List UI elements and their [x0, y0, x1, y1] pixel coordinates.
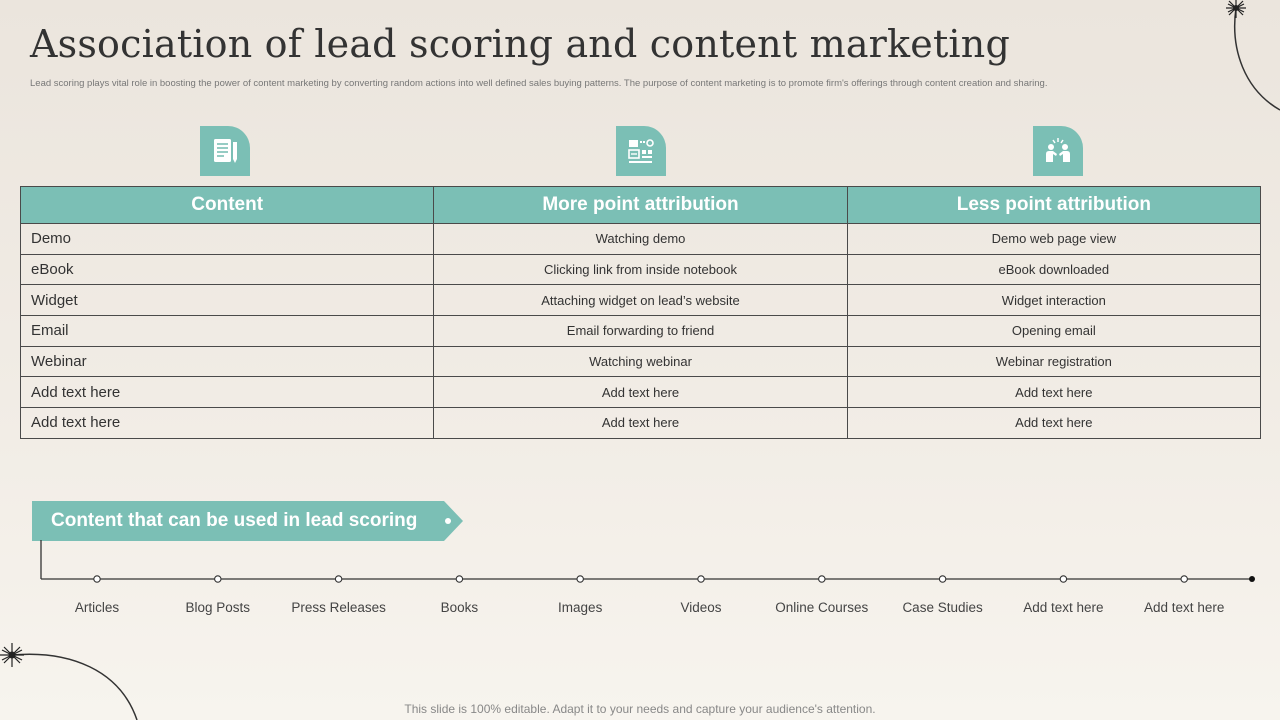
header-content: Content [19, 186, 435, 224]
cell-less-point: Widget interaction [846, 284, 1262, 317]
timeline-dot [818, 575, 826, 583]
timeline-item: Books [440, 600, 479, 615]
cell-more-point: Email forwarding to friend [433, 315, 848, 347]
header-less-point-attribution: Less point attribution [846, 186, 1262, 224]
table-header-row: Content More point attribution Less poin… [19, 186, 1262, 224]
document-pen-icon [200, 126, 250, 176]
page-title: Association of lead scoring and content … [30, 22, 1010, 66]
footer-note: This slide is 100% editable. Adapt it to… [404, 702, 876, 716]
timeline-labels: Articles Blog Posts Press Releases Books… [0, 600, 1280, 620]
timeline-item: Articles [74, 600, 120, 615]
cell-content: Email [19, 315, 435, 347]
timeline-item: Blog Posts [185, 600, 251, 615]
cell-less-point: Demo web page view [846, 223, 1262, 255]
page-subtitle: Lead scoring plays vital role in boostin… [30, 78, 1048, 89]
table-row: Add text here Add text here Add text her… [19, 407, 1262, 439]
timeline-dot [1059, 575, 1068, 583]
table-row: Webinar Watching webinar Webinar registr… [19, 345, 1262, 378]
content-timeline [40, 540, 1255, 583]
cell-less-point: eBook downloaded [846, 253, 1262, 286]
cell-content: Add text here [19, 407, 435, 439]
analytics-dashboard-icon [616, 126, 666, 176]
cell-more-point: Attaching widget on lead’s website [433, 284, 848, 317]
timeline-dot [455, 575, 464, 583]
lead-scoring-table: Content More point attribution Less poin… [19, 186, 1262, 439]
cell-content: Add text here [19, 376, 435, 409]
cell-less-point: Add text here [846, 376, 1262, 409]
cell-less-point: Add text here [846, 407, 1262, 439]
banner-label: Content that can be used in lead scoring [51, 510, 418, 531]
timeline-dot [214, 575, 222, 583]
cell-content: Widget [19, 284, 435, 317]
timeline-item: Add text here [1144, 600, 1225, 615]
timeline-item: Online Courses [775, 600, 869, 615]
timeline-item: Case Studies [902, 600, 983, 615]
timeline-dot [93, 575, 101, 583]
cell-content: Demo [19, 223, 435, 255]
content-banner [32, 501, 463, 541]
cell-less-point: Opening email [846, 315, 1262, 347]
cell-content: Webinar [19, 345, 435, 378]
cell-more-point: Add text here [433, 407, 848, 439]
table-row: Add text here Add text here Add text her… [19, 376, 1262, 409]
timeline-item: Add text here [1023, 600, 1104, 615]
table-row: Email Email forwarding to friend Opening… [19, 315, 1262, 347]
table-row: Demo Watching demo Demo web page view [19, 223, 1262, 255]
timeline-dot [1180, 575, 1188, 583]
timeline-dot [697, 575, 705, 583]
cell-more-point: Add text here [433, 376, 848, 409]
header-more-point-attribution: More point attribution [433, 186, 848, 224]
cell-more-point: Clicking link from inside notebook [433, 253, 848, 286]
people-meeting-icon [1033, 126, 1083, 176]
timeline-item: Videos [680, 600, 722, 615]
timeline-dot [938, 575, 947, 583]
timeline-item: Images [558, 600, 603, 615]
table-row: eBook Clicking link from inside notebook… [19, 253, 1262, 286]
cell-less-point: Webinar registration [846, 345, 1262, 378]
timeline-dot [576, 575, 584, 583]
timeline-item: Press Releases [291, 600, 386, 615]
cell-more-point: Watching demo [433, 223, 848, 255]
timeline-dot [334, 575, 343, 583]
table-row: Widget Attaching widget on lead’s websit… [19, 284, 1262, 317]
corner-decoration-top-right [1226, 0, 1280, 111]
cell-more-point: Watching webinar [433, 345, 848, 378]
cell-content: eBook [19, 253, 435, 286]
